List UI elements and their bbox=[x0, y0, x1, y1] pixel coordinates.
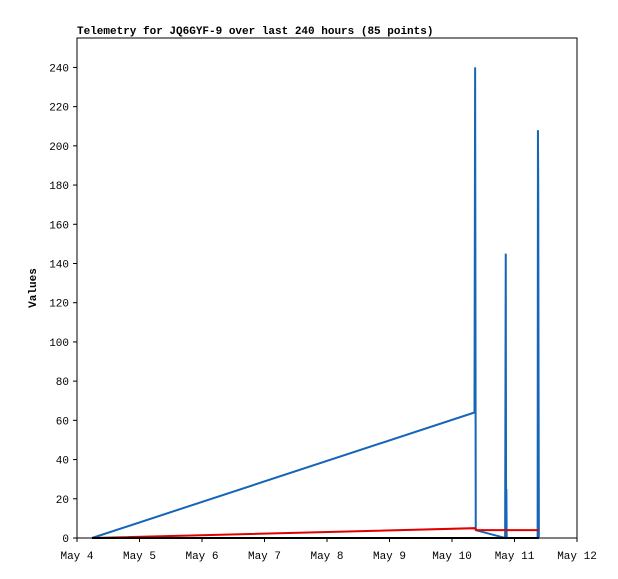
x-tick-label: May 5 bbox=[123, 551, 156, 563]
y-tick-label: 160 bbox=[49, 220, 69, 232]
y-tick-label: 200 bbox=[49, 142, 69, 154]
y-tick-label: 140 bbox=[49, 259, 69, 271]
y-tick-label: 60 bbox=[56, 416, 69, 428]
y-tick-label: 40 bbox=[56, 456, 69, 468]
y-tick-label: 220 bbox=[49, 103, 69, 115]
x-tick-label: May 12 bbox=[557, 551, 597, 563]
y-tick-label: 120 bbox=[49, 299, 69, 311]
x-tick-label: May 10 bbox=[432, 551, 472, 563]
x-tick-label: May 9 bbox=[373, 551, 406, 563]
y-tick-label: 100 bbox=[49, 338, 69, 350]
y-axis-label: Values bbox=[28, 268, 40, 308]
x-tick-label: May 8 bbox=[310, 551, 343, 563]
series-line bbox=[91, 67, 540, 540]
x-tick-label: May 6 bbox=[185, 551, 218, 563]
x-tick-label: May 7 bbox=[248, 551, 281, 563]
x-tick-label: May 4 bbox=[60, 551, 93, 563]
x-tick-label: May 11 bbox=[495, 551, 535, 563]
y-tick-label: 20 bbox=[56, 495, 69, 507]
chart-title: Telemetry for JQ6GYF-9 over last 240 hou… bbox=[77, 26, 433, 38]
y-tick-label: 240 bbox=[49, 63, 69, 75]
y-tick-label: 0 bbox=[62, 534, 69, 546]
y-tick-label: 180 bbox=[49, 181, 69, 193]
series-line bbox=[91, 527, 539, 539]
plot-frame bbox=[76, 37, 578, 539]
y-tick-label: 80 bbox=[56, 377, 69, 389]
